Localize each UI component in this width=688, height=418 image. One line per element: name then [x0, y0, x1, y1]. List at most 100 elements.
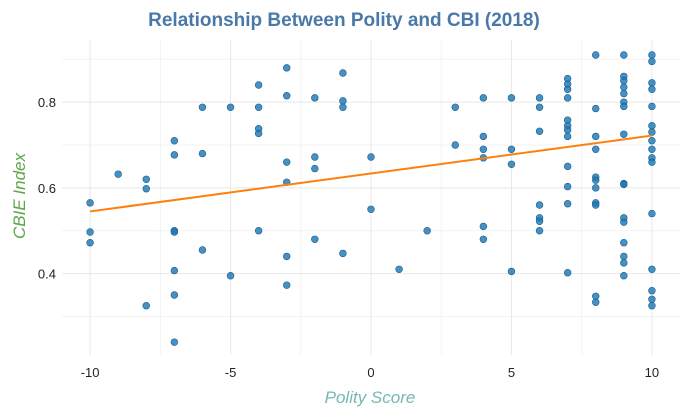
data-point — [620, 89, 628, 98]
data-point — [198, 149, 207, 158]
data-point — [592, 176, 600, 184]
data-point — [479, 132, 488, 141]
data-point — [563, 162, 572, 171]
data-points — [86, 51, 656, 346]
data-point — [620, 130, 628, 138]
data-point — [479, 222, 488, 231]
data-point — [535, 94, 544, 102]
data-point — [648, 137, 656, 145]
x-tick-label: 5 — [508, 365, 515, 380]
data-point — [451, 141, 459, 149]
y-tick-label: 0.4 — [38, 267, 56, 282]
data-point — [339, 97, 347, 105]
data-point — [620, 102, 628, 111]
data-point — [451, 103, 459, 111]
data-point — [535, 127, 544, 135]
data-point — [648, 209, 656, 218]
x-tick-label: -5 — [225, 365, 237, 380]
data-point — [226, 103, 235, 111]
data-point — [620, 252, 628, 261]
data-point — [648, 128, 656, 136]
data-point — [311, 153, 319, 161]
data-point — [535, 103, 544, 111]
data-point — [648, 85, 656, 93]
data-point — [254, 227, 263, 235]
data-point — [648, 295, 656, 303]
x-tick-label: -10 — [81, 365, 100, 380]
data-point — [423, 227, 431, 235]
data-point — [563, 200, 572, 208]
data-point — [254, 103, 263, 111]
data-point — [563, 269, 572, 277]
data-point — [339, 103, 347, 111]
data-point — [648, 57, 656, 66]
data-point — [648, 265, 656, 273]
y-tick-label: 0.6 — [38, 181, 56, 196]
data-point — [170, 151, 179, 159]
chart-title: Relationship Between Polity and CBI (201… — [148, 10, 540, 31]
data-point — [620, 180, 628, 189]
data-point — [198, 246, 207, 254]
data-point — [592, 104, 600, 113]
data-point — [142, 185, 150, 193]
grid — [62, 40, 680, 355]
data-point — [367, 205, 375, 213]
data-point — [142, 175, 150, 183]
y-axis-label: CBIE Index — [10, 153, 29, 239]
data-point — [592, 51, 600, 59]
data-point — [339, 69, 347, 77]
data-point — [367, 153, 375, 161]
data-point — [114, 170, 122, 178]
data-point — [563, 85, 572, 93]
data-point — [254, 129, 263, 138]
data-point — [507, 160, 516, 168]
data-point — [395, 265, 403, 273]
data-point — [479, 235, 488, 243]
data-point — [620, 51, 628, 59]
data-point — [507, 267, 516, 276]
trend-line — [89, 134, 653, 213]
data-point — [648, 51, 656, 59]
data-point — [479, 94, 488, 102]
data-point — [620, 83, 628, 91]
data-point — [620, 77, 628, 85]
data-point — [311, 164, 319, 173]
data-point — [170, 228, 179, 236]
x-tick-label: 0 — [367, 365, 374, 380]
data-point — [170, 137, 179, 145]
data-point — [507, 145, 516, 153]
data-point — [620, 218, 628, 226]
data-point — [86, 239, 94, 247]
data-point — [283, 281, 291, 289]
data-point — [563, 126, 572, 134]
data-point — [648, 287, 656, 295]
data-point — [311, 235, 319, 243]
data-point — [648, 79, 656, 87]
data-point — [283, 158, 291, 166]
y-tick-label: 0.8 — [38, 95, 56, 110]
data-point — [535, 227, 544, 235]
data-point — [283, 92, 291, 100]
data-point — [620, 272, 628, 280]
x-tick-label: 10 — [645, 365, 659, 380]
data-point — [648, 122, 656, 130]
data-point — [648, 102, 656, 111]
data-point — [170, 291, 179, 299]
data-point — [339, 249, 347, 258]
data-point — [535, 217, 544, 225]
data-point — [592, 132, 600, 141]
data-point — [648, 145, 656, 153]
data-point — [592, 298, 600, 306]
data-point — [592, 201, 600, 209]
data-point — [648, 158, 656, 166]
data-point — [479, 145, 488, 153]
data-point — [563, 182, 572, 191]
data-point — [226, 272, 235, 280]
data-point — [311, 94, 319, 102]
data-point — [592, 184, 600, 192]
data-point — [620, 259, 628, 267]
data-point — [563, 132, 572, 141]
data-point — [198, 103, 207, 111]
data-point — [563, 94, 572, 102]
